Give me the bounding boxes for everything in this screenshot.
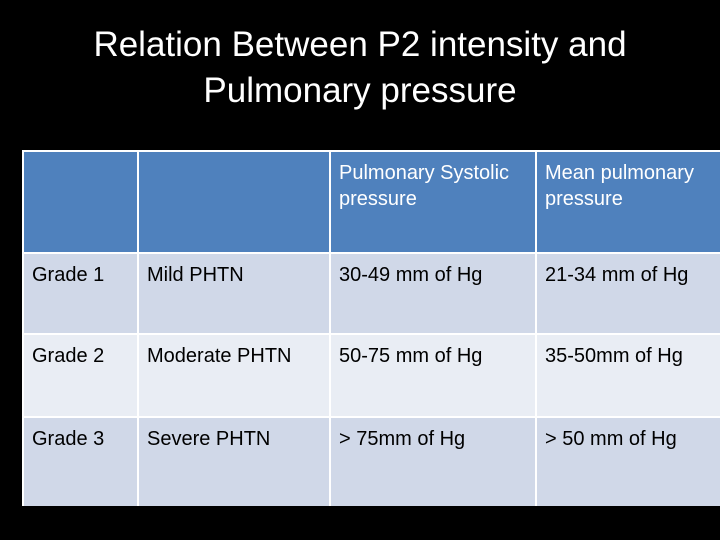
cell-grade: Grade 2	[22, 333, 139, 418]
cell-grade: Grade 3	[22, 416, 139, 506]
table-row: Grade 2 Moderate PHTN 50-75 mm of Hg 35-…	[22, 333, 720, 418]
cell-severity: Severe PHTN	[137, 416, 331, 506]
cell-mean: 21-34 mm of Hg	[535, 252, 720, 335]
table-container: Pulmonary Systolic pressure Mean pulmona…	[22, 150, 720, 506]
header-cell-grade	[22, 150, 139, 254]
cell-systolic: 50-75 mm of Hg	[329, 333, 537, 418]
cell-mean: 35-50mm of Hg	[535, 333, 720, 418]
cell-severity: Mild PHTN	[137, 252, 331, 335]
header-cell-severity	[137, 150, 331, 254]
cell-systolic: > 75mm of Hg	[329, 416, 537, 506]
header-cell-systolic: Pulmonary Systolic pressure	[329, 150, 537, 254]
cell-grade: Grade 1	[22, 252, 139, 335]
table-header-row: Pulmonary Systolic pressure Mean pulmona…	[22, 150, 720, 254]
cell-systolic: 30-49 mm of Hg	[329, 252, 537, 335]
cell-severity: Moderate PHTN	[137, 333, 331, 418]
pressure-table: Pulmonary Systolic pressure Mean pulmona…	[22, 150, 720, 506]
title-line-1: Relation Between P2 intensity and	[93, 25, 627, 64]
cell-mean: > 50 mm of Hg	[535, 416, 720, 506]
title-line-2: Pulmonary pressure	[203, 71, 517, 110]
table-row: Grade 3 Severe PHTN > 75mm of Hg > 50 mm…	[22, 416, 720, 506]
header-cell-mean: Mean pulmonary pressure	[535, 150, 720, 254]
slide-title: Relation Between P2 intensity and Pulmon…	[0, 22, 720, 114]
table-row: Grade 1 Mild PHTN 30-49 mm of Hg 21-34 m…	[22, 252, 720, 335]
